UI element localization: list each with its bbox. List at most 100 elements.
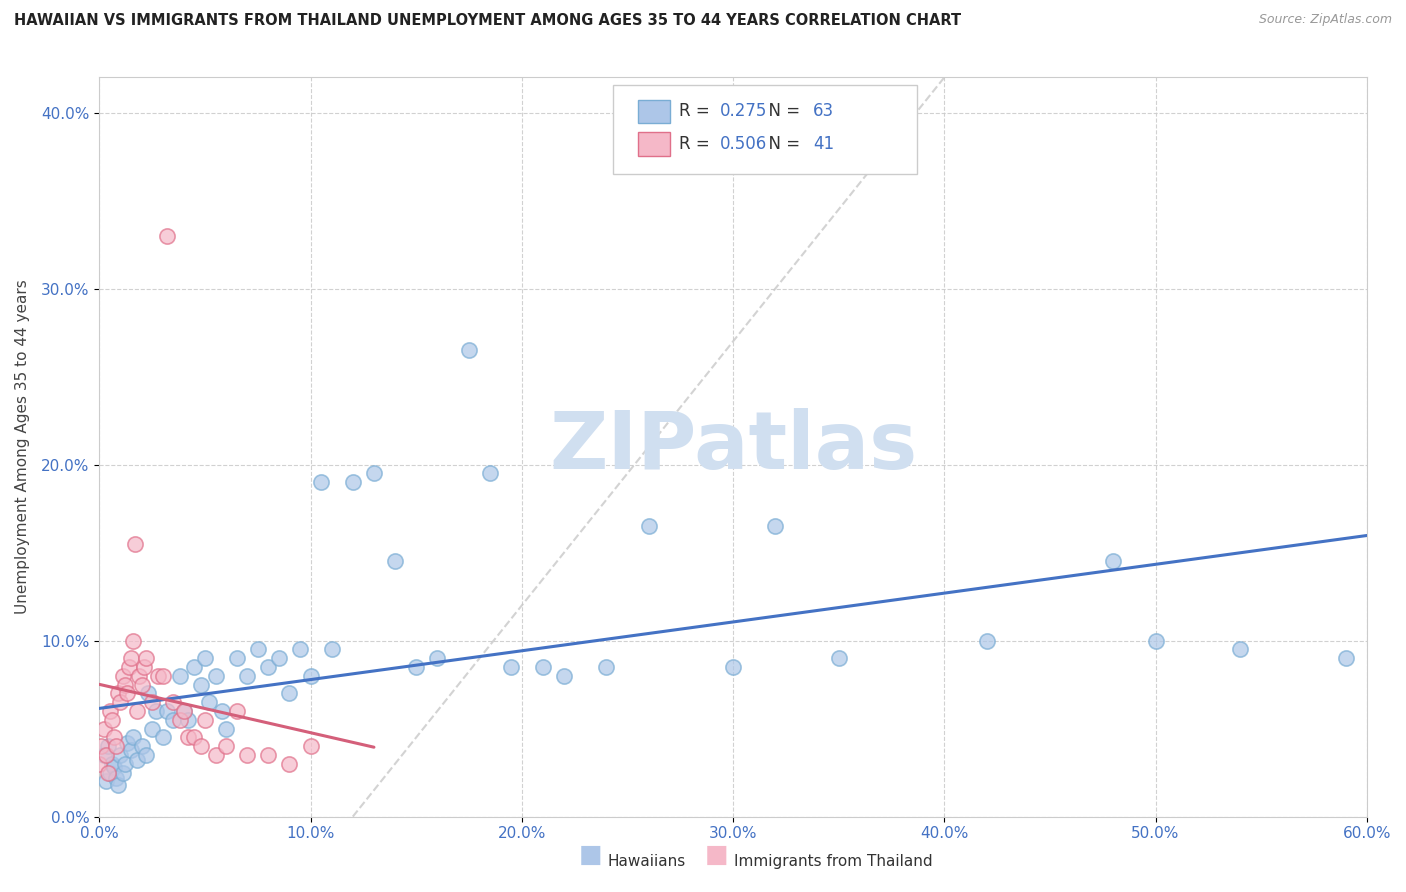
FancyBboxPatch shape bbox=[613, 85, 917, 174]
Point bbox=[94, 747, 117, 762]
Point bbox=[278, 756, 301, 771]
Point bbox=[479, 467, 502, 481]
Point bbox=[114, 756, 136, 771]
Point bbox=[131, 739, 153, 754]
Point bbox=[135, 747, 157, 762]
Point bbox=[763, 519, 786, 533]
Point bbox=[827, 651, 849, 665]
Point bbox=[309, 475, 332, 490]
Point bbox=[162, 695, 184, 709]
Point bbox=[321, 642, 343, 657]
Point bbox=[976, 633, 998, 648]
Point bbox=[225, 704, 247, 718]
Text: 0.275: 0.275 bbox=[720, 103, 768, 120]
Point bbox=[173, 704, 195, 718]
Point bbox=[169, 713, 191, 727]
Point bbox=[132, 660, 155, 674]
Point bbox=[173, 704, 195, 718]
Point bbox=[107, 686, 129, 700]
Point bbox=[177, 713, 200, 727]
Point bbox=[721, 660, 744, 674]
Point bbox=[257, 660, 280, 674]
Text: Hawaiians: Hawaiians bbox=[607, 854, 686, 869]
Point bbox=[127, 753, 149, 767]
Point bbox=[458, 343, 481, 358]
Point bbox=[236, 747, 259, 762]
Point bbox=[257, 747, 280, 762]
Point bbox=[111, 765, 134, 780]
Point bbox=[122, 633, 145, 648]
Point bbox=[384, 554, 406, 568]
Point bbox=[128, 669, 150, 683]
Point bbox=[111, 669, 134, 683]
Point bbox=[553, 669, 575, 683]
Point bbox=[122, 731, 145, 745]
Point bbox=[105, 739, 128, 754]
Point bbox=[1102, 554, 1125, 568]
Point bbox=[136, 686, 159, 700]
Point bbox=[299, 739, 322, 754]
Point bbox=[637, 519, 659, 533]
Point bbox=[288, 642, 311, 657]
Point bbox=[1334, 651, 1357, 665]
Point bbox=[135, 651, 157, 665]
Point bbox=[211, 704, 233, 718]
Point bbox=[152, 669, 174, 683]
Point bbox=[1144, 633, 1167, 648]
Point bbox=[124, 537, 146, 551]
Point bbox=[110, 747, 132, 762]
Point bbox=[169, 669, 191, 683]
Text: Immigrants from Thailand: Immigrants from Thailand bbox=[734, 854, 932, 869]
Point bbox=[148, 669, 170, 683]
Bar bbox=[638, 100, 669, 123]
Point bbox=[98, 765, 121, 780]
Text: 63: 63 bbox=[813, 103, 834, 120]
Point bbox=[120, 651, 142, 665]
Point bbox=[299, 669, 322, 683]
Text: HAWAIIAN VS IMMIGRANTS FROM THAILAND UNEMPLOYMENT AMONG AGES 35 TO 44 YEARS CORR: HAWAIIAN VS IMMIGRANTS FROM THAILAND UNE… bbox=[14, 13, 962, 29]
Point bbox=[156, 228, 179, 243]
Point bbox=[215, 739, 238, 754]
Point bbox=[531, 660, 554, 674]
Point bbox=[278, 686, 301, 700]
Point bbox=[94, 774, 117, 789]
Point bbox=[97, 765, 120, 780]
Point bbox=[120, 742, 142, 756]
Point bbox=[141, 695, 163, 709]
Point bbox=[156, 704, 179, 718]
Point bbox=[131, 677, 153, 691]
Point bbox=[194, 713, 217, 727]
Point bbox=[225, 651, 247, 665]
Point bbox=[97, 739, 120, 754]
Point bbox=[236, 669, 259, 683]
Text: R =: R = bbox=[679, 103, 714, 120]
Point bbox=[183, 731, 205, 745]
Point bbox=[162, 713, 184, 727]
Point bbox=[183, 660, 205, 674]
Point bbox=[194, 651, 217, 665]
Point bbox=[118, 660, 141, 674]
Text: ■: ■ bbox=[706, 843, 728, 867]
Point bbox=[107, 778, 129, 792]
Text: R =: R = bbox=[679, 135, 714, 153]
Point bbox=[90, 739, 112, 754]
Point bbox=[114, 677, 136, 691]
Point bbox=[110, 695, 132, 709]
Point bbox=[89, 756, 111, 771]
Text: ZIPatlas: ZIPatlas bbox=[548, 408, 917, 486]
Point bbox=[426, 651, 449, 665]
Bar bbox=[638, 132, 669, 156]
Text: 41: 41 bbox=[813, 135, 834, 153]
Point bbox=[501, 660, 523, 674]
Point bbox=[145, 704, 167, 718]
Point bbox=[105, 771, 128, 785]
Point bbox=[101, 713, 124, 727]
Text: Source: ZipAtlas.com: Source: ZipAtlas.com bbox=[1258, 13, 1392, 27]
Point bbox=[363, 467, 385, 481]
Point bbox=[204, 669, 226, 683]
Point bbox=[215, 722, 238, 736]
Text: N =: N = bbox=[758, 103, 806, 120]
Point bbox=[152, 731, 174, 745]
Point bbox=[115, 686, 138, 700]
Point bbox=[115, 736, 138, 750]
